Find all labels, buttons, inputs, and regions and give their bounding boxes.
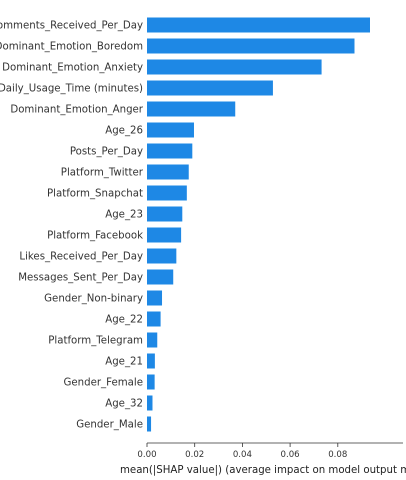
y-tick-label: Platform_Twitter (61, 168, 144, 179)
y-tick-label: Dominant_Emotion_Anger (10, 105, 143, 116)
x-tick-label: 0.04 (233, 450, 252, 460)
bar (147, 269, 174, 285)
y-tick-label: Daily_Usage_Time (minutes) (0, 84, 143, 95)
bar (147, 122, 194, 138)
x-tick-label: 0.06 (281, 450, 300, 460)
bar (147, 185, 187, 201)
y-tick-label: Dominant_Emotion_Anxiety (2, 63, 143, 74)
y-tick-label: Platform_Snapchat (47, 189, 143, 200)
bar (147, 248, 177, 264)
y-tick-label: Likes_Received_Per_Day (19, 252, 143, 263)
bar (147, 164, 189, 180)
y-tick-label: Age_26 (105, 126, 143, 137)
bar (147, 59, 322, 75)
bar (147, 227, 182, 243)
y-tick-label: Age_22 (105, 315, 143, 326)
bar (147, 17, 370, 33)
y-tick-label: Gender_Non-binary (44, 294, 143, 305)
x-tick-label: 0.02 (185, 450, 204, 460)
y-tick-label: Age_21 (105, 357, 143, 368)
bar (147, 395, 153, 411)
y-tick-label: Platform_Telegram (48, 336, 143, 347)
y-tick-label: Gender_Male (76, 420, 143, 431)
bar (147, 416, 152, 432)
x-axis-label: mean(|SHAP value|) (average impact on mo… (120, 465, 406, 476)
bar (147, 290, 163, 306)
bar (147, 332, 158, 348)
bar (147, 206, 183, 222)
y-labels-group: Comments_Received_Per_Day Dominant_Emotio… (0, 21, 144, 431)
x-tick-label: 0.08 (328, 450, 347, 460)
bars-group (147, 17, 370, 432)
y-tick-label: Age_32 (105, 399, 143, 410)
y-tick-label: Messages_Sent_Per_Day (18, 273, 143, 284)
bar (147, 80, 273, 96)
bar (147, 353, 155, 369)
y-tick-label: Posts_Per_Day (70, 147, 143, 158)
bar (147, 143, 193, 159)
bar (147, 311, 161, 327)
bar (147, 374, 155, 390)
bar (147, 38, 355, 54)
x-tick-label: 0.00 (137, 450, 156, 460)
bar (147, 101, 236, 117)
y-tick-label: Gender_Female (64, 378, 143, 389)
y-tick-label: Comments_Received_Per_Day (0, 21, 143, 32)
x-axis: 0.00 0.02 0.04 0.06 0.08 (137, 442, 403, 460)
y-tick-label: Platform_Facebook (47, 231, 143, 242)
y-tick-label: Age_23 (105, 210, 143, 221)
y-tick-label: Dominant_Emotion_Boredom (0, 42, 143, 53)
